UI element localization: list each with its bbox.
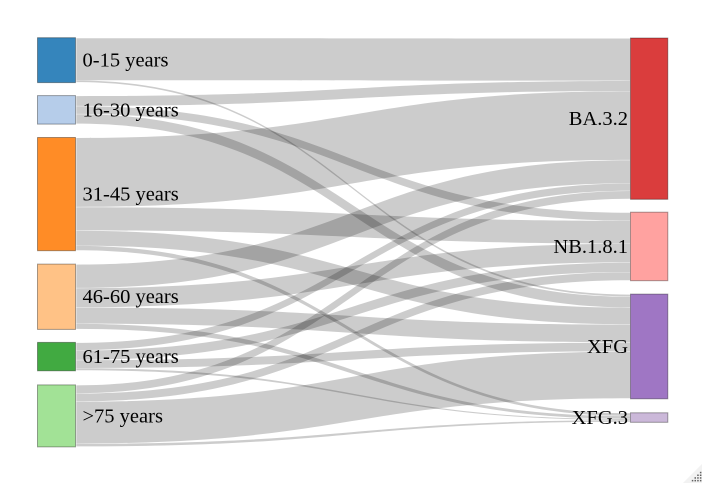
svg-text:XFG.3: XFG.3 [572, 407, 628, 429]
svg-text:46-60 years: 46-60 years [83, 286, 179, 308]
svg-text:XFG: XFG [587, 336, 628, 358]
svg-text:NB.1.8.1: NB.1.8.1 [553, 236, 628, 258]
svg-text:61-75 years: 61-75 years [83, 346, 179, 368]
svg-text:BA.3.2: BA.3.2 [569, 108, 628, 130]
svg-text:0-15 years: 0-15 years [83, 50, 169, 72]
svg-text:16-30 years: 16-30 years [83, 99, 179, 121]
svg-text:31-45 years: 31-45 years [83, 184, 179, 206]
svg-text:>75 years: >75 years [83, 405, 163, 427]
